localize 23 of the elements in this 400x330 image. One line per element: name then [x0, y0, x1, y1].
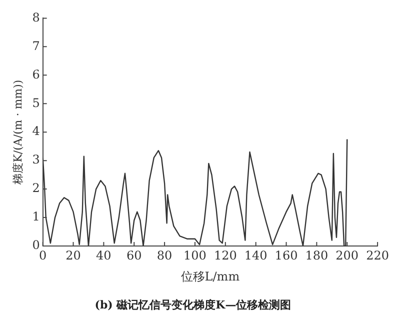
- y-tick-label: 3: [32, 152, 40, 167]
- x-tick-label: 60: [126, 248, 142, 262]
- x-tick-label: 160: [274, 248, 298, 262]
- y-tick-label: 7: [32, 38, 40, 53]
- x-tick-label: 20: [66, 248, 81, 262]
- y-tick-label: 4: [32, 124, 40, 138]
- text: (b) 磁记忆信号变化梯度K—位移检测图: [94, 298, 292, 312]
- x-tick-label: 140: [244, 248, 268, 262]
- y-tick-label: 1: [32, 210, 40, 224]
- y-tick-label: 2: [32, 181, 40, 196]
- x-tick-label: 120: [214, 248, 237, 262]
- y-tick-label: 6: [32, 67, 40, 82]
- x-tick-label: 80: [156, 248, 172, 262]
- y-axis-title: 梯度K/(A/(m · mm)): [11, 80, 24, 186]
- x-tick-label: 180: [305, 248, 328, 262]
- x-tick-label: 40: [96, 248, 112, 262]
- y-tick-label: 0: [32, 238, 40, 252]
- x-tick-label: 200: [336, 248, 359, 262]
- x-tick-label: 100: [184, 248, 206, 262]
- y-tick-label: 8: [32, 10, 40, 24]
- x-axis-title: 位移L/mm: [180, 270, 240, 284]
- x-tick-label: 220: [366, 248, 389, 262]
- y-tick-label: 5: [32, 96, 40, 110]
